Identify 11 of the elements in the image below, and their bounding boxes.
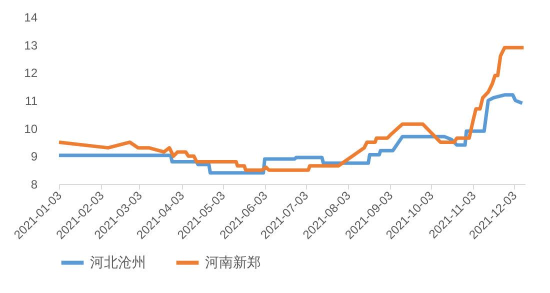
y-tick-label: 9 — [30, 150, 38, 164]
y-tick-label: 10 — [24, 122, 38, 136]
line-series — [57, 93, 524, 175]
y-tick-label: 14 — [24, 10, 38, 24]
y-tick-label: 11 — [25, 94, 38, 108]
y-tick-label: 12 — [24, 66, 38, 80]
legend-label: 河南新郑 — [205, 254, 261, 270]
y-tick-label: 8 — [30, 178, 38, 192]
y-tick-label: 13 — [24, 38, 38, 52]
line-series — [57, 46, 526, 172]
legend-label: 河北沧州 — [90, 254, 146, 270]
